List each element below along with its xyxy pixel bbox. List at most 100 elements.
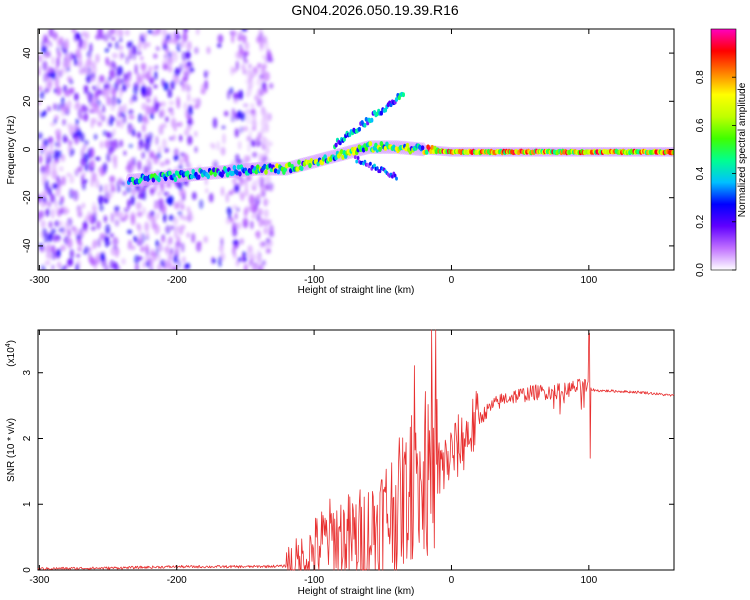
- noise-blob: [93, 260, 97, 270]
- trace-point: [249, 169, 253, 175]
- noise-blob: [185, 51, 191, 59]
- trace-point: [308, 162, 312, 169]
- noise-blob: [143, 40, 147, 50]
- noise-blob: [235, 259, 240, 267]
- trace-point: [231, 170, 235, 176]
- noise-blob: [113, 158, 118, 169]
- noise-blob: [50, 228, 56, 235]
- noise-blob: [127, 128, 133, 135]
- trace-point: [430, 144, 435, 151]
- noise-blob: [181, 203, 185, 211]
- noise-blob: [109, 233, 114, 238]
- noise-blob: [232, 246, 236, 256]
- noise-blob: [75, 118, 79, 126]
- noise-blob: [227, 90, 231, 100]
- noise-blob: [180, 242, 185, 253]
- noise-blob: [118, 211, 124, 220]
- noise-blob: [269, 82, 274, 89]
- noise-blob: [116, 97, 121, 105]
- noise-blob: [75, 263, 79, 270]
- noise-blob: [49, 41, 53, 48]
- noise-blob: [199, 199, 204, 209]
- branch-point: [391, 174, 394, 179]
- noise-blob: [246, 251, 251, 259]
- noise-blob: [38, 85, 43, 92]
- noise-blob: [218, 244, 224, 253]
- noise-blob: [256, 36, 261, 44]
- noise-blob: [161, 236, 166, 243]
- noise-blob: [161, 78, 165, 87]
- snr-x-tick-label: 100: [580, 575, 597, 586]
- noise-blob: [62, 102, 69, 114]
- noise-blob: [149, 77, 154, 85]
- noise-blob: [63, 41, 69, 50]
- noise-blob: [238, 89, 244, 100]
- noise-blob: [75, 33, 82, 40]
- noise-blob: [103, 215, 108, 223]
- noise-blob: [137, 41, 143, 48]
- noise-blob: [67, 99, 72, 109]
- noise-blob: [174, 78, 180, 84]
- noise-blob: [217, 34, 224, 44]
- noise-blob: [240, 193, 245, 201]
- noise-blob: [167, 261, 174, 270]
- noise-blob: [234, 113, 238, 118]
- noise-blob: [186, 41, 192, 51]
- noise-blob: [81, 175, 85, 187]
- noise-blob: [165, 116, 169, 123]
- noise-blob: [247, 245, 252, 253]
- noise-blob: [205, 188, 209, 194]
- noise-blob: [263, 218, 269, 227]
- noise-blob: [112, 87, 116, 98]
- noise-blob: [56, 175, 60, 183]
- noise-blob: [267, 219, 272, 225]
- noise-blob: [80, 104, 86, 113]
- noise-blob: [78, 212, 83, 218]
- trace-point: [213, 171, 217, 177]
- noise-blob: [38, 68, 41, 76]
- noise-blob: [176, 96, 180, 105]
- noise-blob: [257, 176, 262, 184]
- noise-blob: [114, 29, 120, 37]
- noise-blob: [92, 210, 98, 217]
- spectrogram-x-tick-label: -300: [29, 275, 49, 286]
- noise-blob: [85, 74, 92, 84]
- noise-blob: [109, 182, 114, 187]
- noise-blob: [263, 227, 269, 235]
- noise-blob: [78, 38, 83, 49]
- noise-blob: [248, 259, 254, 267]
- noise-blob: [134, 263, 139, 270]
- noise-blob: [59, 166, 64, 172]
- noise-blob: [140, 56, 144, 61]
- noise-blob: [194, 130, 198, 138]
- colorbar-label: Normalized spectral amplitude: [737, 82, 748, 217]
- noise-blob: [257, 62, 262, 69]
- noise-blob: [265, 122, 269, 133]
- noise-blob: [38, 109, 42, 114]
- noise-blob: [107, 149, 114, 156]
- noise-blob: [246, 135, 252, 142]
- noise-blob: [216, 140, 220, 152]
- figure-title: GN04.2026.050.19.39.R16: [291, 2, 459, 18]
- noise-blob: [104, 139, 110, 149]
- noise-blob: [83, 179, 88, 184]
- noise-blob: [137, 256, 144, 261]
- noise-blob: [91, 148, 95, 156]
- noise-blob: [119, 36, 123, 43]
- noise-blob: [95, 53, 100, 63]
- noise-blob: [103, 88, 109, 99]
- noise-blob: [228, 213, 232, 220]
- noise-blob: [256, 253, 262, 265]
- snr-x-ticks: -300 -200 -100 0 100: [29, 330, 598, 586]
- noise-blob: [235, 51, 241, 59]
- colorbar-gradient: [710, 28, 737, 271]
- noise-blob: [157, 145, 162, 155]
- spectrogram-x-tick-label: 0: [449, 275, 455, 286]
- noise-blob: [173, 201, 180, 210]
- trace-point: [236, 164, 241, 170]
- spectrogram-trace: [125, 91, 674, 188]
- colorbar-tick-label: 0.6: [695, 118, 706, 132]
- trace-point: [168, 170, 172, 176]
- noise-blob: [77, 59, 83, 68]
